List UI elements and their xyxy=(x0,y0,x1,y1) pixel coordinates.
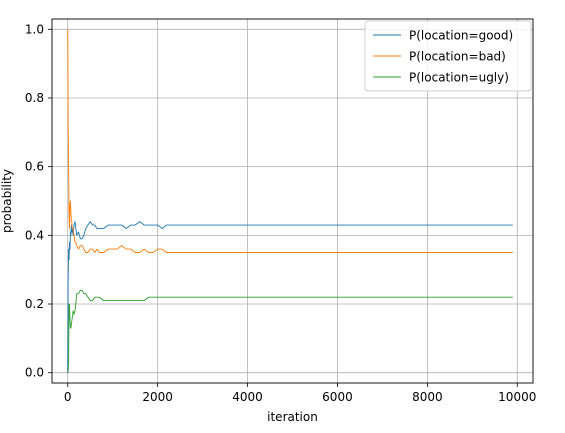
y-tick-label-3: 0.6 xyxy=(25,160,44,174)
legend-label-2: P(location=ugly) xyxy=(409,71,509,85)
series-line-1 xyxy=(67,29,513,253)
x-tick-label-5: 10000 xyxy=(498,390,536,404)
x-tick-label-2: 4000 xyxy=(232,390,263,404)
legend-label-0: P(location=good) xyxy=(409,29,513,43)
series-line-0 xyxy=(67,221,513,373)
legend: P(location=good) P(location=bad) P(locatio… xyxy=(364,20,532,92)
series-lines xyxy=(67,29,513,374)
plot-frame xyxy=(51,18,534,384)
x-tick-label-4: 8000 xyxy=(412,390,443,404)
x-axis-title: iteration xyxy=(267,410,318,424)
y-tick-label-5: 1.0 xyxy=(25,22,44,36)
x-tick-label-0: 0 xyxy=(64,390,72,404)
y-tick-label-0: 0.0 xyxy=(25,366,44,380)
legend-label-1: P(location=bad) xyxy=(409,50,506,64)
y-tick-label-2: 0.4 xyxy=(25,228,44,242)
legend-box xyxy=(364,20,532,92)
y-axis-title: probability xyxy=(0,169,14,233)
axis-labels: 0 2000 4000 6000 8000 10000 0.0 0.2 0.4 0.6 0.8 1.0… xyxy=(0,22,536,424)
series-line-2 xyxy=(67,289,513,374)
x-tick-label-1: 2000 xyxy=(142,390,173,404)
axes xyxy=(48,18,534,387)
y-tick-label-1: 0.2 xyxy=(25,297,44,311)
grid-lines xyxy=(52,19,533,383)
x-tick-label-3: 6000 xyxy=(322,390,353,404)
y-tick-label-4: 0.8 xyxy=(25,91,44,105)
